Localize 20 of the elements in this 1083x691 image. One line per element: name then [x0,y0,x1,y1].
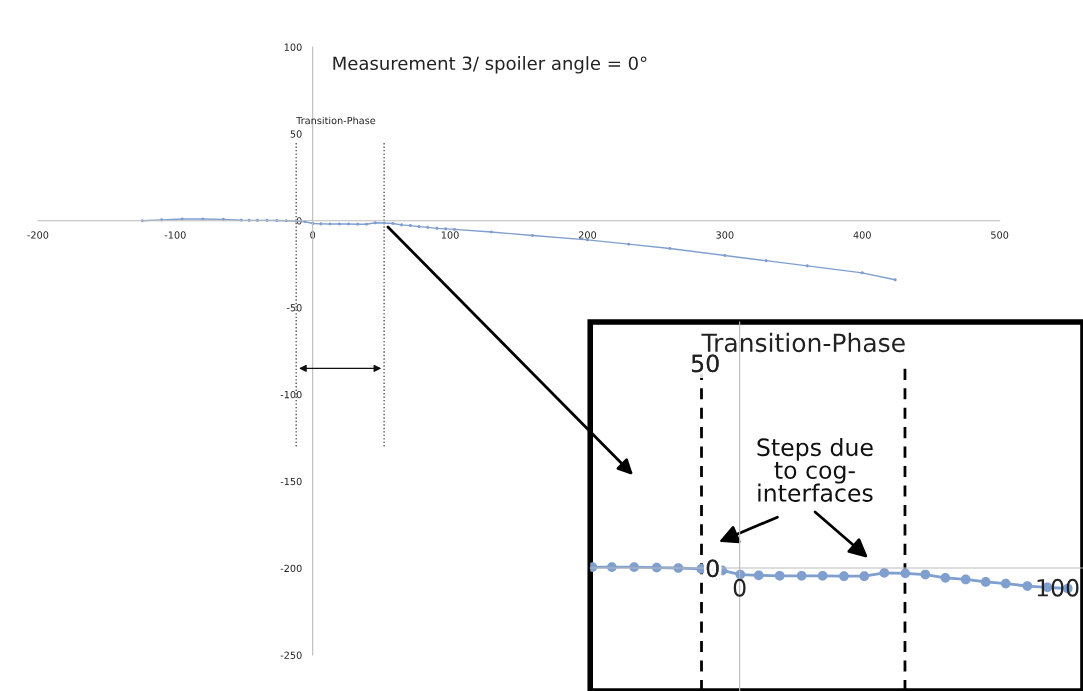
annotation: Steps due to cog- interfaces [757,437,873,502]
x-tick-label: 200 [578,231,597,239]
x-tick-label: 300 [716,231,734,239]
y-tick-label: -250 [280,651,302,659]
x-tick-label: 500 [991,231,1009,239]
x-tick-label: 0 [310,231,316,239]
x-tick-label: -200 [27,231,49,239]
ref-line-label: Transition-Phase [296,116,376,125]
x-tick-label: -100 [164,231,186,239]
y-tick-label: -200 [280,564,302,573]
y-tick-label: 50 [290,130,302,138]
y-tick-label: 50 [691,354,719,373]
x-tick-label: 400 [853,231,871,239]
ref-line-label: Transition-Phase [701,332,905,353]
y-tick-label: -50 [286,304,302,312]
y-tick-label: -100 [280,390,302,399]
y-tick-label: 100 [284,43,302,51]
x-tick-label: 100 [441,231,459,239]
chart-title: Measurement 3/ spoiler angle = 0° [333,56,647,74]
y-tick-label: -150 [280,477,302,486]
